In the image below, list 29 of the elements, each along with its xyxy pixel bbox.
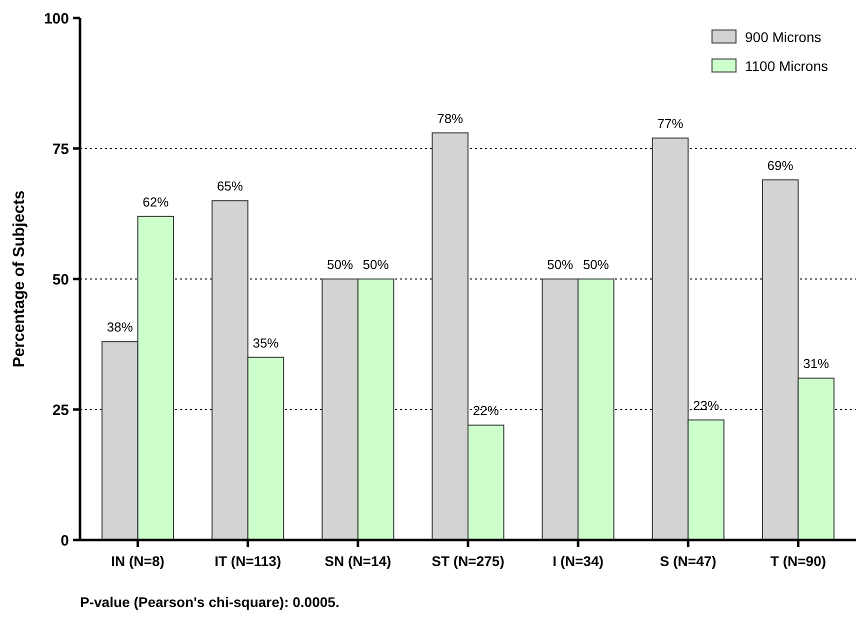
data-label: 78% <box>437 110 464 126</box>
x-tick-label: S (N=47) <box>660 553 716 569</box>
y-axis-title: Percentage of Subjects <box>11 190 28 368</box>
text: P-value (Pearson's chi-square): 0.0005. <box>80 594 340 610</box>
y-tick-label: 50 <box>52 271 69 288</box>
data-label: 50% <box>547 257 574 272</box>
data-label: 50% <box>582 257 610 272</box>
data-label: 69% <box>767 158 794 173</box>
data-label: 50% <box>362 257 390 272</box>
x-tick-label: T (N=90) <box>770 553 826 569</box>
data-label: 31% <box>803 356 830 372</box>
x-tick-label: IN (N=8) <box>111 553 164 569</box>
data-label: 65% <box>216 178 244 194</box>
y-tick-label: 0 <box>60 532 69 550</box>
y-tick-label: 100 <box>44 10 69 28</box>
x-tick-label: ST (N=275) <box>432 553 504 569</box>
y-tick-label: 25 <box>52 402 69 419</box>
data-label: 38% <box>106 320 134 335</box>
data-label: 62% <box>142 194 170 210</box>
legend-label: 1100 Microns <box>745 58 828 74</box>
data-label: 22% <box>472 403 500 418</box>
x-tick-label: IT (N=113) <box>214 553 282 569</box>
data-label: 50% <box>327 257 354 272</box>
y-tick-label: 75 <box>52 140 69 158</box>
x-tick-label: SN (N=14) <box>324 553 392 569</box>
x-tick-label: I (N=34) <box>552 553 604 569</box>
legend-label: 900 Microns <box>745 28 822 45</box>
data-label: 35% <box>252 335 280 350</box>
data-label: 77% <box>657 116 684 132</box>
